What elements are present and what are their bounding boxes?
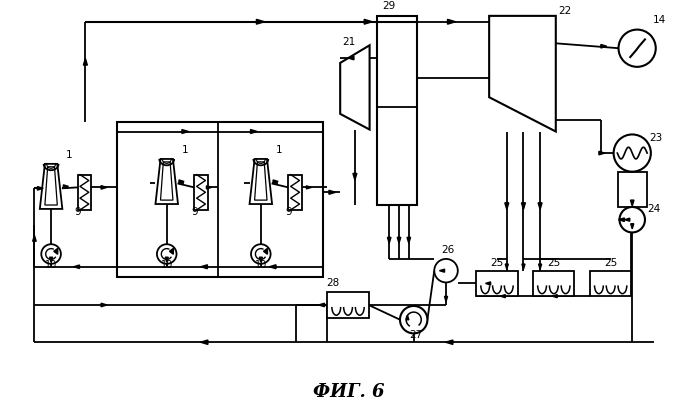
Bar	[377, 16, 417, 205]
Polygon shape	[340, 45, 370, 129]
Polygon shape	[169, 248, 173, 254]
Bar	[288, 175, 302, 210]
Text: 27: 27	[409, 330, 422, 340]
Polygon shape	[522, 264, 525, 269]
Polygon shape	[364, 19, 373, 24]
Polygon shape	[599, 151, 605, 155]
Polygon shape	[489, 16, 556, 132]
Bar	[117, 122, 322, 277]
Polygon shape	[179, 180, 184, 183]
Bar	[477, 271, 517, 296]
Text: 10: 10	[254, 260, 267, 270]
Bar	[194, 175, 208, 210]
Polygon shape	[64, 185, 69, 188]
Polygon shape	[407, 237, 410, 243]
Text: 25: 25	[491, 258, 503, 268]
Polygon shape	[101, 186, 107, 189]
Polygon shape	[54, 248, 58, 254]
Polygon shape	[505, 264, 508, 269]
Text: 26: 26	[441, 245, 454, 255]
Bar	[590, 271, 631, 296]
Bar	[327, 292, 368, 318]
Text: 24: 24	[647, 204, 660, 214]
Text: 1: 1	[275, 145, 282, 155]
Polygon shape	[630, 224, 634, 229]
Circle shape	[434, 259, 458, 282]
Text: ФИГ. 6: ФИГ. 6	[313, 383, 384, 401]
Polygon shape	[505, 203, 509, 210]
Text: 21: 21	[342, 37, 355, 47]
Polygon shape	[201, 340, 208, 344]
Text: 22: 22	[559, 6, 572, 16]
Polygon shape	[45, 167, 57, 205]
Polygon shape	[319, 303, 324, 307]
Polygon shape	[500, 295, 505, 298]
Circle shape	[614, 134, 651, 172]
Bar	[533, 271, 575, 296]
Polygon shape	[50, 257, 52, 262]
Polygon shape	[552, 295, 557, 298]
Polygon shape	[165, 257, 168, 262]
Polygon shape	[625, 218, 630, 221]
Polygon shape	[269, 265, 276, 269]
Text: 25: 25	[547, 258, 561, 268]
Polygon shape	[397, 237, 401, 243]
Polygon shape	[538, 203, 542, 210]
Circle shape	[251, 244, 271, 264]
Polygon shape	[37, 187, 43, 190]
Polygon shape	[601, 44, 607, 48]
Polygon shape	[250, 159, 272, 204]
Text: 1: 1	[182, 145, 188, 155]
Circle shape	[400, 306, 427, 333]
Polygon shape	[250, 129, 257, 134]
Circle shape	[619, 207, 645, 233]
Text: 9: 9	[285, 207, 292, 217]
Text: 10: 10	[45, 260, 57, 270]
Polygon shape	[264, 248, 268, 254]
Polygon shape	[259, 257, 262, 262]
Text: 14: 14	[653, 15, 666, 25]
Polygon shape	[447, 19, 456, 24]
Polygon shape	[353, 173, 357, 180]
Polygon shape	[101, 303, 107, 307]
Polygon shape	[73, 265, 80, 268]
Text: 1: 1	[66, 150, 73, 160]
Text: 9: 9	[75, 207, 81, 217]
Text: 25: 25	[604, 258, 617, 268]
Polygon shape	[486, 282, 491, 285]
Polygon shape	[387, 237, 391, 243]
Polygon shape	[182, 129, 189, 134]
Text: 10: 10	[161, 260, 173, 270]
Polygon shape	[440, 269, 445, 272]
Polygon shape	[33, 236, 36, 241]
Polygon shape	[273, 180, 278, 183]
Text: 29: 29	[382, 1, 396, 11]
Text: 23: 23	[649, 133, 662, 143]
Polygon shape	[155, 159, 178, 204]
Bar	[617, 172, 647, 207]
Polygon shape	[40, 164, 62, 209]
Text: 28: 28	[326, 278, 340, 289]
Polygon shape	[521, 203, 526, 210]
Polygon shape	[406, 315, 409, 320]
Polygon shape	[619, 218, 624, 222]
Polygon shape	[161, 162, 173, 200]
Circle shape	[619, 30, 656, 67]
Polygon shape	[538, 264, 542, 269]
Circle shape	[41, 244, 61, 264]
Circle shape	[157, 244, 177, 264]
Polygon shape	[254, 162, 267, 200]
Polygon shape	[257, 19, 264, 24]
Polygon shape	[630, 200, 634, 206]
Text: 9: 9	[192, 207, 198, 217]
Polygon shape	[445, 340, 453, 344]
Polygon shape	[445, 296, 447, 302]
Polygon shape	[329, 190, 336, 194]
Polygon shape	[306, 186, 312, 189]
Polygon shape	[206, 186, 212, 189]
Polygon shape	[348, 56, 354, 60]
Bar	[78, 175, 92, 210]
Polygon shape	[83, 58, 87, 65]
Polygon shape	[201, 265, 208, 269]
